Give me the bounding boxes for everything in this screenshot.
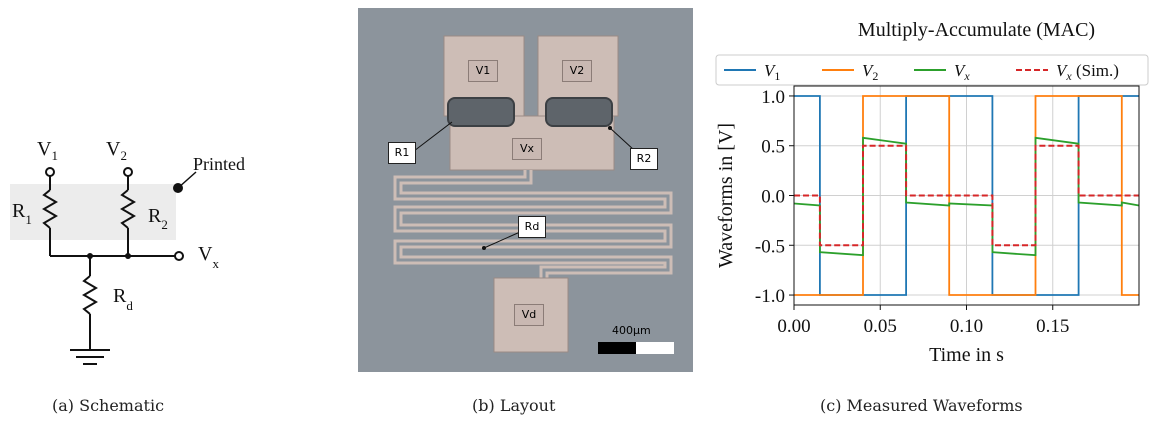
y-axis-label: Waveforms in [V] (715, 123, 737, 268)
svg-text:V2: V2 (106, 138, 127, 163)
pad-vd-label: Vd (514, 304, 544, 326)
caption-b: (b) Layout (472, 396, 556, 415)
series-line (793, 136, 1140, 257)
rd-resistor (82, 275, 98, 315)
svg-text:Vx: Vx (198, 243, 219, 271)
x-tick-label: 0.15 (1036, 316, 1069, 337)
svg-text:R2: R2 (148, 205, 168, 232)
r2-printed-block (545, 97, 613, 127)
r1-printed-block (447, 97, 515, 127)
v2-terminal (123, 167, 133, 177)
waveform-panel: 0.00 0.05 0.10 0.15 1.0 0.5 0.0 -0.5 -1.0 Time in… (700, 0, 1152, 392)
pad-vx-label: Vx (512, 138, 542, 160)
scale-bar-label: 400µm (612, 324, 651, 337)
pad-v2-label: V2 (562, 60, 592, 82)
y-tick-label: 0.5 (761, 137, 785, 158)
legend-label: Vx (954, 61, 970, 83)
caption-a: (a) Schematic (52, 396, 165, 415)
caption-c: (c) Measured Waveforms (820, 396, 1023, 415)
x-tick-label: 0.00 (777, 316, 810, 337)
x-axis-label: Time in s (929, 344, 1004, 366)
pad-v1-label: V1 (468, 60, 498, 82)
legend-label: V1 (764, 61, 780, 83)
printed-region (10, 184, 176, 240)
r2-resistor (120, 189, 136, 229)
y-tick-label: -0.5 (755, 236, 785, 257)
y-tick-label: 0.0 (761, 187, 785, 208)
legend-label: V2 (862, 61, 878, 83)
schematic-panel: V1 V2 R1 R2 Rd Vx Printed (0, 0, 300, 390)
y-tick-label: 1.0 (761, 87, 785, 108)
svg-text:Rd: Rd (113, 285, 133, 313)
svg-text:V1: V1 (37, 138, 58, 163)
x-tick-label: 0.05 (864, 316, 897, 337)
schematic-diagram: V1 V2 R1 R2 Rd Vx Printed (10, 138, 245, 365)
waveform-chart: 0.00 0.05 0.10 0.15 1.0 0.5 0.0 -0.5 -1.0 Time in… (715, 19, 1149, 366)
label-rd: Rd (518, 216, 546, 238)
x-tick-label: 0.10 (950, 316, 983, 337)
series-line (794, 144, 1139, 247)
svg-text:Printed: Printed (193, 154, 245, 174)
vx-terminal (174, 251, 184, 261)
y-tick-label: -1.0 (755, 286, 785, 307)
label-r1: R1 (388, 142, 416, 164)
label-r2: R2 (630, 148, 658, 170)
v1-terminal (45, 167, 55, 177)
layout-panel: V1 V2 Vx Vd R1 R2 Rd 400µm (358, 8, 693, 372)
chart-title: Multiply-Accumulate (MAC) (858, 19, 1095, 41)
svg-text:R1: R1 (12, 200, 32, 227)
legend-label: Vx (Sim.) (1056, 61, 1119, 83)
r1-resistor (42, 189, 58, 229)
